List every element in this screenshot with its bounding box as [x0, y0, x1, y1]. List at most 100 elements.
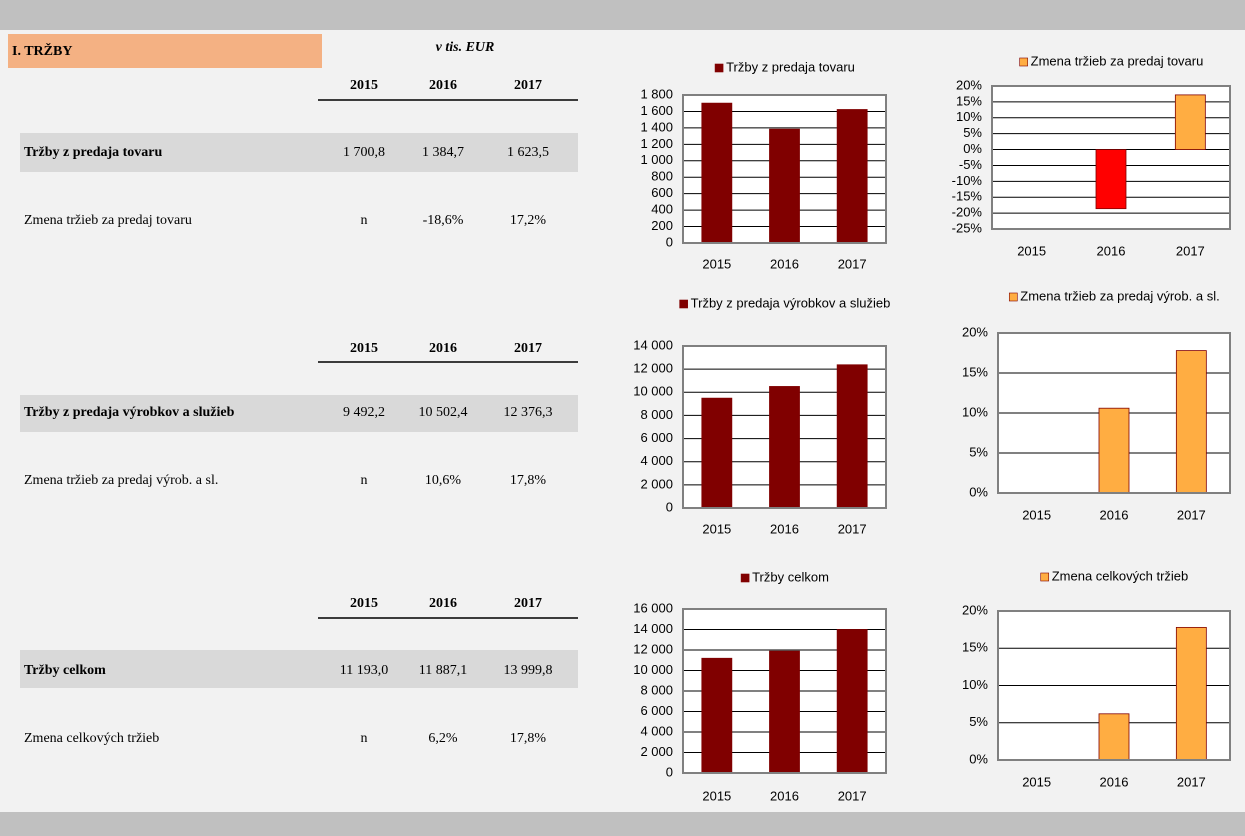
cell: 1 700,8	[343, 145, 385, 160]
legend-swatch	[714, 63, 724, 73]
y-tick-label: 15%	[956, 93, 982, 108]
x-tick-label: 2015	[702, 521, 731, 536]
y-tick-label: 0	[666, 764, 673, 779]
cell: n	[361, 473, 368, 488]
cell: 11 193,0	[340, 663, 388, 678]
x-tick-label: 2016	[770, 256, 799, 271]
bar	[1175, 350, 1207, 494]
legend-swatch	[679, 299, 688, 309]
y-tick-label: 14 000	[633, 621, 673, 636]
cell: -18,6%	[423, 213, 464, 228]
year-header: 2016	[429, 596, 457, 611]
bar	[836, 364, 868, 509]
y-tick-label: -15%	[952, 189, 983, 204]
x-tick-label: 2015	[702, 788, 731, 803]
y-tick-label: 14 000	[633, 337, 673, 352]
y-tick-label: 16 000	[633, 600, 673, 615]
cell: 6,2%	[428, 731, 458, 746]
y-tick-label: 12 000	[633, 361, 673, 376]
row-label: Tržby z predaja tovaru	[24, 145, 163, 160]
legend-label: Tržby z predaja výrobkov a služieb	[691, 295, 891, 310]
y-tick-label: 4 000	[640, 723, 673, 738]
cell: 17,8%	[510, 473, 547, 488]
y-tick-label: 8 000	[640, 407, 673, 422]
y-tick-label: 5%	[969, 714, 988, 729]
cell: 10 502,4	[419, 405, 468, 420]
y-tick-label: 20%	[962, 324, 988, 339]
bar	[1174, 94, 1206, 150]
bar	[1098, 407, 1130, 494]
y-tick-label: 1 400	[640, 119, 673, 134]
legend-swatch	[1040, 572, 1050, 582]
year-header: 2017	[514, 341, 542, 356]
year-header: 2017	[514, 596, 542, 611]
cell: 17,8%	[510, 731, 547, 746]
row-band	[20, 395, 578, 432]
cell: 17,2%	[510, 213, 547, 228]
cell: 11 887,1	[419, 663, 467, 678]
row-label: Tržby z predaja výrobkov a služieb	[24, 405, 235, 420]
y-tick-label: 4 000	[640, 453, 673, 468]
bar	[769, 386, 800, 509]
x-tick-label: 2017	[838, 788, 867, 803]
y-tick-label: 2 000	[640, 476, 673, 491]
x-tick-label: 2016	[770, 521, 799, 536]
y-tick-label: 200	[651, 218, 673, 233]
plot-frame	[997, 332, 1231, 494]
bar	[769, 128, 800, 244]
year-header: 2016	[429, 341, 457, 356]
legend-label: Zmena tržieb za predaj výrob. a sl.	[1020, 288, 1219, 303]
y-tick-label: 10%	[962, 677, 988, 692]
cell: 13 999,8	[504, 663, 553, 678]
bottom-bar	[0, 812, 1245, 836]
x-tick-label: 2015	[1022, 774, 1051, 789]
x-tick-label: 2016	[1100, 507, 1129, 522]
y-tick-label: 1 800	[640, 86, 673, 101]
plot-frame	[682, 608, 887, 774]
unit: v tis. EUR	[436, 40, 495, 55]
y-tick-label: 6 000	[640, 703, 673, 718]
y-tick-label: 0%	[969, 484, 988, 499]
y-tick-label: 1 200	[640, 136, 673, 151]
bar	[701, 657, 733, 774]
y-tick-label: 8 000	[640, 682, 673, 697]
cell: 1 623,5	[507, 145, 549, 160]
y-tick-label: 6 000	[640, 430, 673, 445]
y-tick-label: 2 000	[640, 744, 673, 759]
row-band	[20, 650, 578, 688]
bar	[836, 109, 868, 244]
year-header: 2015	[350, 596, 378, 611]
title-cell	[8, 34, 322, 68]
legend-label: Zmena tržieb za predaj tovaru	[1031, 53, 1204, 68]
x-tick-label: 2016	[1097, 243, 1126, 258]
cell: n	[361, 213, 368, 228]
row-label: Zmena tržieb za predaj tovaru	[24, 213, 192, 228]
year-header: 2015	[350, 78, 378, 93]
y-tick-label: 10%	[956, 109, 982, 124]
x-tick-label: 2017	[1176, 243, 1205, 258]
year-header: 2015	[350, 341, 378, 356]
y-tick-label: 5%	[969, 444, 988, 459]
plot-frame	[991, 85, 1231, 230]
x-tick-label: 2015	[702, 256, 731, 271]
top-bar	[0, 0, 1245, 30]
x-tick-label: 2015	[1017, 243, 1046, 258]
bar	[701, 102, 733, 244]
legend-swatch	[1008, 292, 1018, 302]
y-tick-label: 0	[666, 499, 673, 514]
title: I. TRŽBY	[12, 42, 72, 59]
legend-label: Zmena celkových tržieb	[1052, 568, 1189, 583]
y-tick-label: 20%	[962, 602, 988, 617]
y-tick-label: 0	[666, 234, 673, 249]
y-tick-label: 12 000	[633, 641, 673, 656]
x-tick-label: 2017	[1177, 507, 1206, 522]
row-band	[20, 133, 578, 172]
y-tick-label: 15%	[962, 364, 988, 379]
cell: 1 384,7	[422, 145, 464, 160]
cell: n	[361, 731, 368, 746]
bar	[1098, 713, 1130, 761]
bar	[701, 397, 733, 509]
row-label: Tržby celkom	[24, 663, 106, 678]
y-tick-label: 10%	[962, 404, 988, 419]
